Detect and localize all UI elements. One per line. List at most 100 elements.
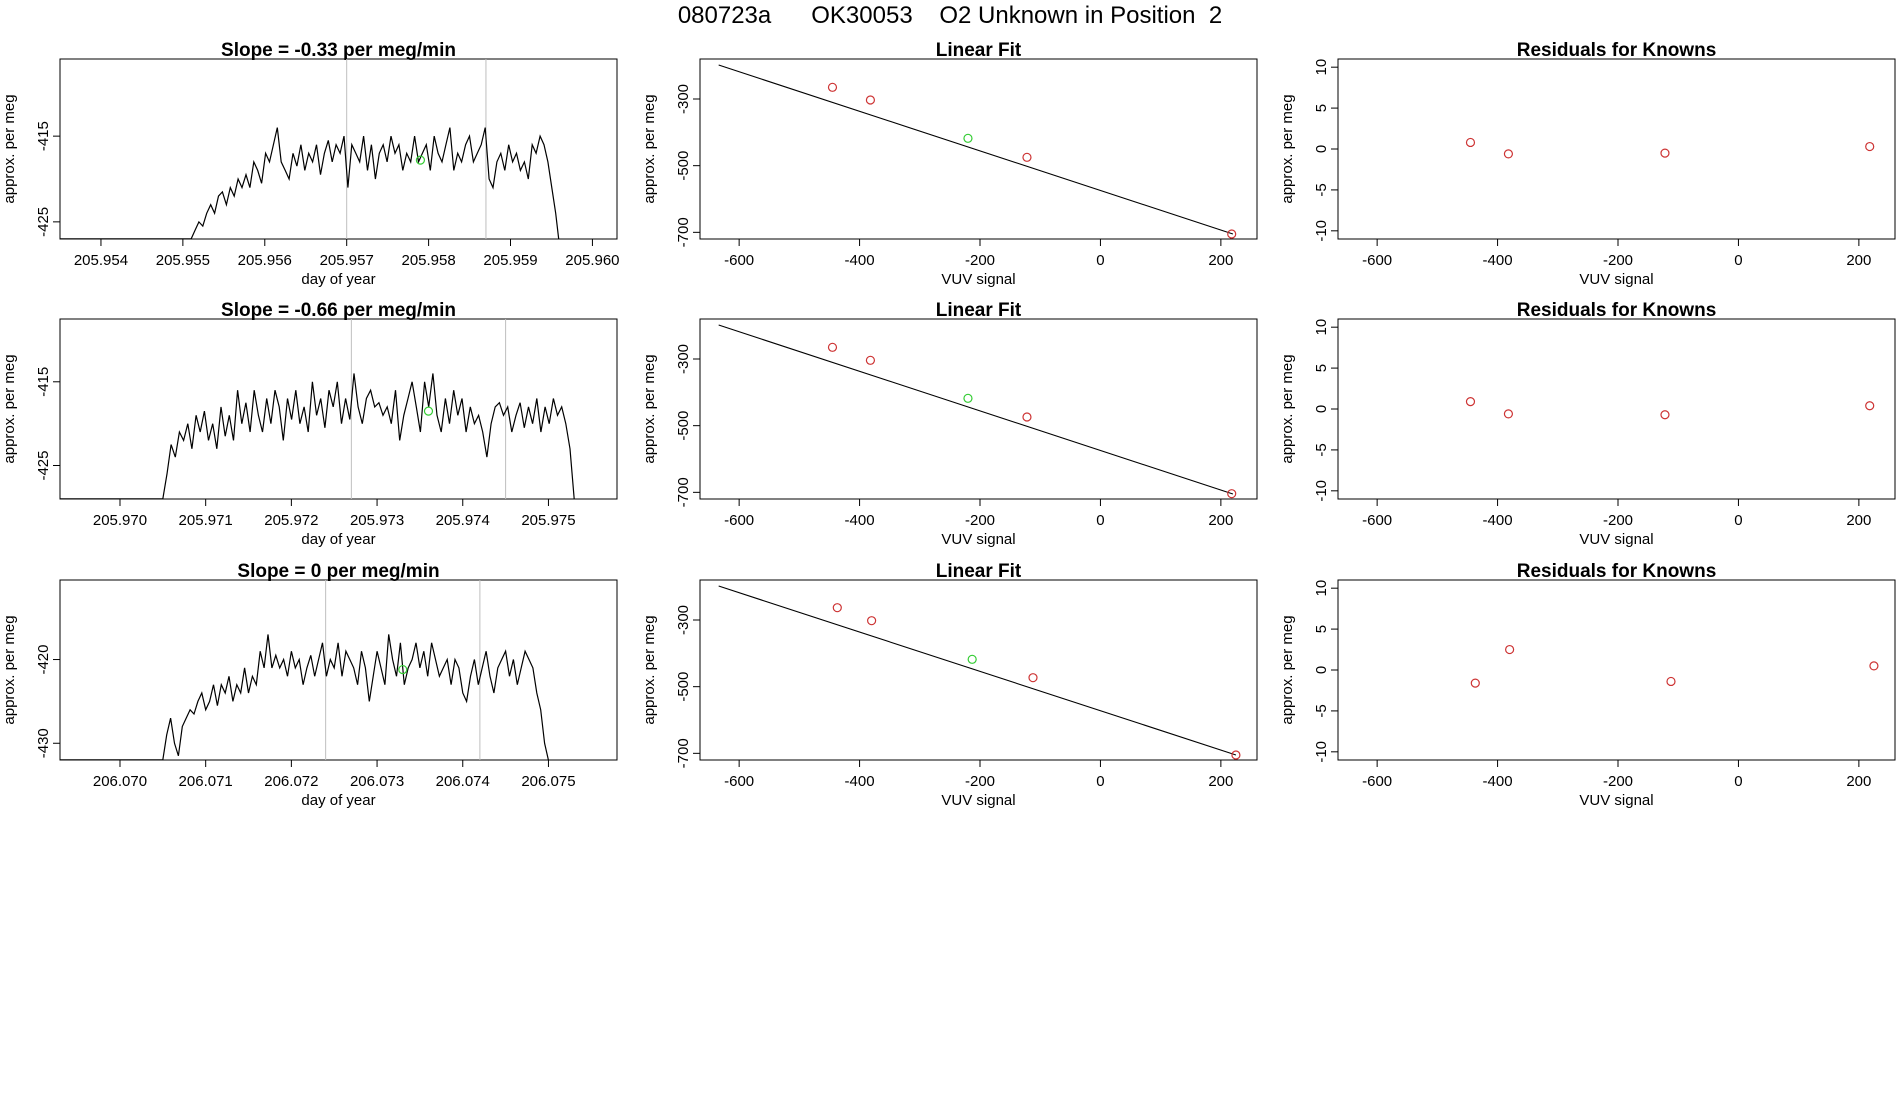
x-tick-label: 200 <box>1208 773 1233 790</box>
known-point <box>1503 409 1514 419</box>
unknown-point <box>398 664 408 675</box>
y-tick-label: -425 <box>35 450 52 480</box>
x-tick-label: 0 <box>1734 773 1742 790</box>
x-tick-label: 0 <box>1734 252 1742 269</box>
x-axis-label: VUV signal <box>941 271 1015 288</box>
unknown-point <box>415 155 426 165</box>
y-tick-label: -500 <box>675 151 692 181</box>
y-axis-label: approx. per meg <box>1279 354 1296 463</box>
panel-1-0: Slope = -0.66 per meg/min 205.970 205.971 2… <box>1 300 618 548</box>
y-axis-label: approx. per meg <box>641 94 658 203</box>
plot-area <box>60 59 560 239</box>
y-tick-label: -5 <box>1313 443 1330 456</box>
x-tick-label: 205.971 <box>179 512 233 529</box>
x-tick-label: -400 <box>1483 252 1513 269</box>
y-tick-label: -300 <box>675 344 692 374</box>
y-tick-label: -700 <box>675 217 692 247</box>
x-axis-label: day of year <box>301 531 375 548</box>
x-axis-label: VUV signal <box>1579 792 1653 809</box>
fit-line <box>718 324 1234 495</box>
x-tick-label: 205.955 <box>156 252 210 269</box>
x-tick-label: -200 <box>1603 252 1633 269</box>
y-axis-label: approx. per meg <box>1 94 18 203</box>
x-tick-label: 206.072 <box>264 773 318 790</box>
y-tick-label: -10 <box>1313 220 1330 242</box>
plot-area <box>1470 644 1879 688</box>
plot-frame <box>1337 318 1896 500</box>
known-point <box>1465 397 1476 407</box>
x-tick-label: 200 <box>1846 512 1871 529</box>
y-axis-label: approx. per meg <box>641 354 658 463</box>
y-tick-label: 5 <box>1313 364 1330 372</box>
x-axis-label: VUV signal <box>1579 271 1653 288</box>
x-tick-label: 200 <box>1846 773 1871 790</box>
known-point <box>865 355 876 365</box>
plot-area <box>718 324 1237 499</box>
y-tick-label: 0 <box>1313 405 1330 413</box>
known-point <box>1227 229 1237 239</box>
x-tick-label: 200 <box>1208 512 1233 529</box>
y-tick-label: -425 <box>35 207 52 237</box>
known-point <box>1231 750 1241 760</box>
x-tick-label: 206.075 <box>521 773 575 790</box>
y-tick-label: 10 <box>1313 59 1330 76</box>
panel-title: Slope = -0.33 per meg/min <box>221 40 456 61</box>
known-point <box>1028 673 1038 683</box>
plot-area <box>1465 137 1875 159</box>
panel-2-2: Residuals for Knowns -600 -400 -200 0 200 -10 -… <box>1279 561 1896 809</box>
unknown-point <box>963 393 973 403</box>
known-point <box>1227 489 1237 499</box>
y-tick-label: -700 <box>675 738 692 768</box>
x-tick-label: 206.070 <box>93 773 147 790</box>
plot-frame <box>59 579 618 761</box>
panel-0-1: Linear Fit -600 -400 -200 0 200 -700 -500 -300 VU… <box>641 40 1258 288</box>
x-axis-label: VUV signal <box>1579 531 1653 548</box>
x-tick-label: -200 <box>1603 773 1633 790</box>
y-tick-label: 5 <box>1313 104 1330 112</box>
y-axis-label: approx. per meg <box>641 615 658 724</box>
y-tick-label: -415 <box>35 121 52 151</box>
x-tick-label: -200 <box>965 252 995 269</box>
plot-frame <box>1337 579 1896 761</box>
y-tick-label: 10 <box>1313 580 1330 597</box>
x-tick-label: 205.957 <box>320 252 374 269</box>
y-tick-label: -700 <box>675 477 692 507</box>
series-line <box>190 127 560 239</box>
panel-title: Linear Fit <box>936 300 1022 321</box>
x-tick-label: 206.073 <box>350 773 404 790</box>
x-tick-label: 0 <box>1096 252 1104 269</box>
x-tick-label: -400 <box>1483 773 1513 790</box>
plot-frame <box>699 579 1258 761</box>
panel-0-2: Residuals for Knowns -600 -400 -200 0 200 -10 -… <box>1279 40 1896 288</box>
x-tick-label: 205.959 <box>483 252 537 269</box>
panel-title: Residuals for Knowns <box>1517 300 1717 321</box>
y-tick-label: -10 <box>1313 480 1330 502</box>
plot-frame <box>1337 58 1896 240</box>
x-tick-label: 205.958 <box>401 252 455 269</box>
x-tick-label: -600 <box>724 512 754 529</box>
y-tick-label: -5 <box>1313 183 1330 196</box>
x-tick-label: 205.960 <box>565 252 619 269</box>
y-tick-label: -420 <box>35 645 52 675</box>
x-tick-label: -600 <box>1362 512 1392 529</box>
x-tick-label: 206.074 <box>436 773 490 790</box>
known-point <box>1470 678 1480 688</box>
y-tick-label: -415 <box>35 367 52 397</box>
y-tick-label: -430 <box>35 728 52 758</box>
x-tick-label: 205.975 <box>521 512 575 529</box>
x-tick-label: -600 <box>724 773 754 790</box>
x-tick-label: -200 <box>965 773 995 790</box>
known-point <box>1505 644 1515 655</box>
known-point <box>1869 661 1879 671</box>
known-point <box>867 616 877 626</box>
known-point <box>827 342 838 352</box>
x-tick-label: -400 <box>1483 512 1513 529</box>
plot-area <box>60 580 549 760</box>
y-tick-label: -300 <box>675 605 692 635</box>
panel-title: Linear Fit <box>936 561 1022 582</box>
x-tick-label: 205.972 <box>264 512 318 529</box>
panel-title: Residuals for Knowns <box>1517 40 1717 61</box>
series-line <box>162 373 575 499</box>
y-tick-label: -10 <box>1313 741 1330 763</box>
